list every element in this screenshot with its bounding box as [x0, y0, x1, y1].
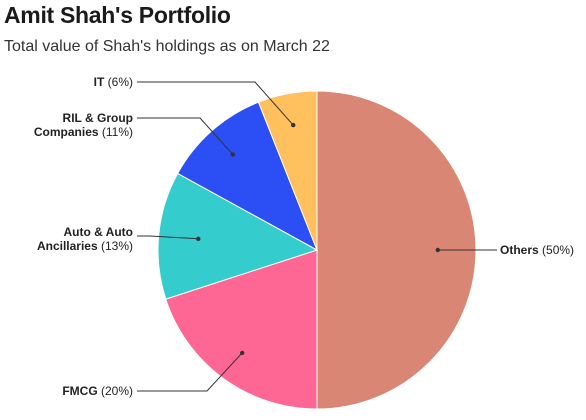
leader-line-it	[137, 81, 294, 126]
leader-dot-fmcg	[240, 350, 245, 356]
pie-slice-auto-auto-ancillaries[interactable]	[157, 172, 319, 300]
slice-label-others: Others (50%)	[500, 243, 574, 257]
leader-line-ril-group-companies	[137, 117, 234, 155]
leader-dot-others	[435, 247, 440, 253]
slice-label-auto-auto-ancillaries-line-1: Auto & Auto	[63, 225, 133, 239]
leader-line-fmcg	[137, 352, 243, 392]
slice-label-ril-group-companies-line-2: Companies (11%)	[34, 125, 133, 139]
chart-title: Amit Shah's Portfolio	[4, 2, 231, 28]
slice-label-fmcg: FMCG (20%)	[62, 384, 133, 398]
leader-dot-it	[291, 122, 296, 128]
leader-dot-ril-group-companies	[230, 152, 236, 157]
pie-slice-fmcg[interactable]	[165, 249, 318, 410]
chart-subtitle: Total value of Shah's holdings as on Mar…	[4, 38, 330, 55]
leader-line-auto-auto-ancillaries	[137, 235, 199, 240]
leader-dot-auto-auto-ancillaries	[196, 236, 201, 241]
slice-label-it: IT (6%)	[94, 75, 133, 89]
slice-label-ril-group-companies-line-1: RIL & Group	[63, 111, 133, 125]
pie-slice-it[interactable]	[257, 90, 318, 251]
slice-label-auto-auto-ancillaries-line-2: Ancillaries (13%)	[37, 239, 133, 253]
